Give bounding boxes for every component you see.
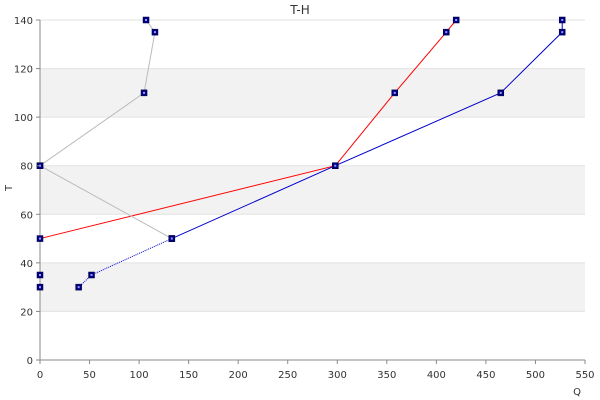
x-tick-label: 450 bbox=[476, 370, 495, 381]
series-line bbox=[39, 165, 173, 240]
x-tick-label: 350 bbox=[377, 370, 396, 381]
data-point-highlight bbox=[561, 19, 564, 21]
x-tick-label: 200 bbox=[229, 370, 248, 381]
data-point-highlight bbox=[153, 31, 156, 34]
data-point-highlight bbox=[334, 164, 337, 167]
y-tick-label: 20 bbox=[20, 307, 33, 318]
series-lines bbox=[39, 19, 563, 288]
y-axis-label: T bbox=[4, 184, 15, 192]
data-point-highlight bbox=[455, 19, 458, 21]
y-tick-label: 140 bbox=[14, 16, 33, 27]
point-markers bbox=[36, 16, 566, 291]
x-tick-label: 300 bbox=[328, 370, 347, 381]
data-point-highlight bbox=[499, 91, 502, 94]
data-point-highlight bbox=[143, 91, 146, 94]
y-tick-label: 40 bbox=[20, 259, 33, 270]
x-tick-label: 500 bbox=[526, 370, 545, 381]
chart-title: T-H bbox=[290, 3, 310, 17]
x-tick-label: 50 bbox=[83, 370, 96, 381]
data-point-highlight bbox=[39, 274, 41, 276]
data-point-highlight bbox=[77, 286, 80, 289]
x-tick-label: 250 bbox=[278, 370, 297, 381]
y-tick-label: 80 bbox=[20, 162, 33, 173]
data-point-highlight bbox=[445, 31, 448, 34]
y-tick-label: 100 bbox=[14, 113, 33, 124]
x-tick-label: 400 bbox=[427, 370, 446, 381]
y-tick-label: 120 bbox=[14, 65, 33, 76]
grid-band bbox=[40, 165, 585, 215]
x-axis-label: Q bbox=[573, 387, 581, 398]
y-tick-label: 60 bbox=[20, 210, 33, 221]
tick-labels: 0 50 100 150 200 250 300 350 400 450 500 550 0 20 40 60… bbox=[14, 16, 595, 381]
series-line bbox=[78, 238, 172, 288]
grid-band bbox=[40, 262, 585, 312]
grid-bands bbox=[40, 68, 585, 312]
x-tick-label: 100 bbox=[130, 370, 149, 381]
series-line bbox=[39, 19, 156, 167]
data-point-highlight bbox=[170, 237, 173, 240]
x-tick-label: 0 bbox=[37, 370, 43, 381]
x-tick-label: 150 bbox=[179, 370, 198, 381]
grid-band bbox=[40, 68, 585, 118]
y-tick-label: 0 bbox=[27, 356, 33, 367]
data-point-highlight bbox=[561, 31, 564, 34]
data-point-highlight bbox=[39, 286, 41, 289]
data-point-highlight bbox=[39, 237, 41, 240]
data-point-highlight bbox=[145, 19, 148, 21]
x-tick-label: 550 bbox=[575, 370, 594, 381]
data-point-highlight bbox=[90, 274, 93, 276]
data-point-highlight bbox=[393, 91, 396, 94]
axes bbox=[39, 20, 585, 361]
